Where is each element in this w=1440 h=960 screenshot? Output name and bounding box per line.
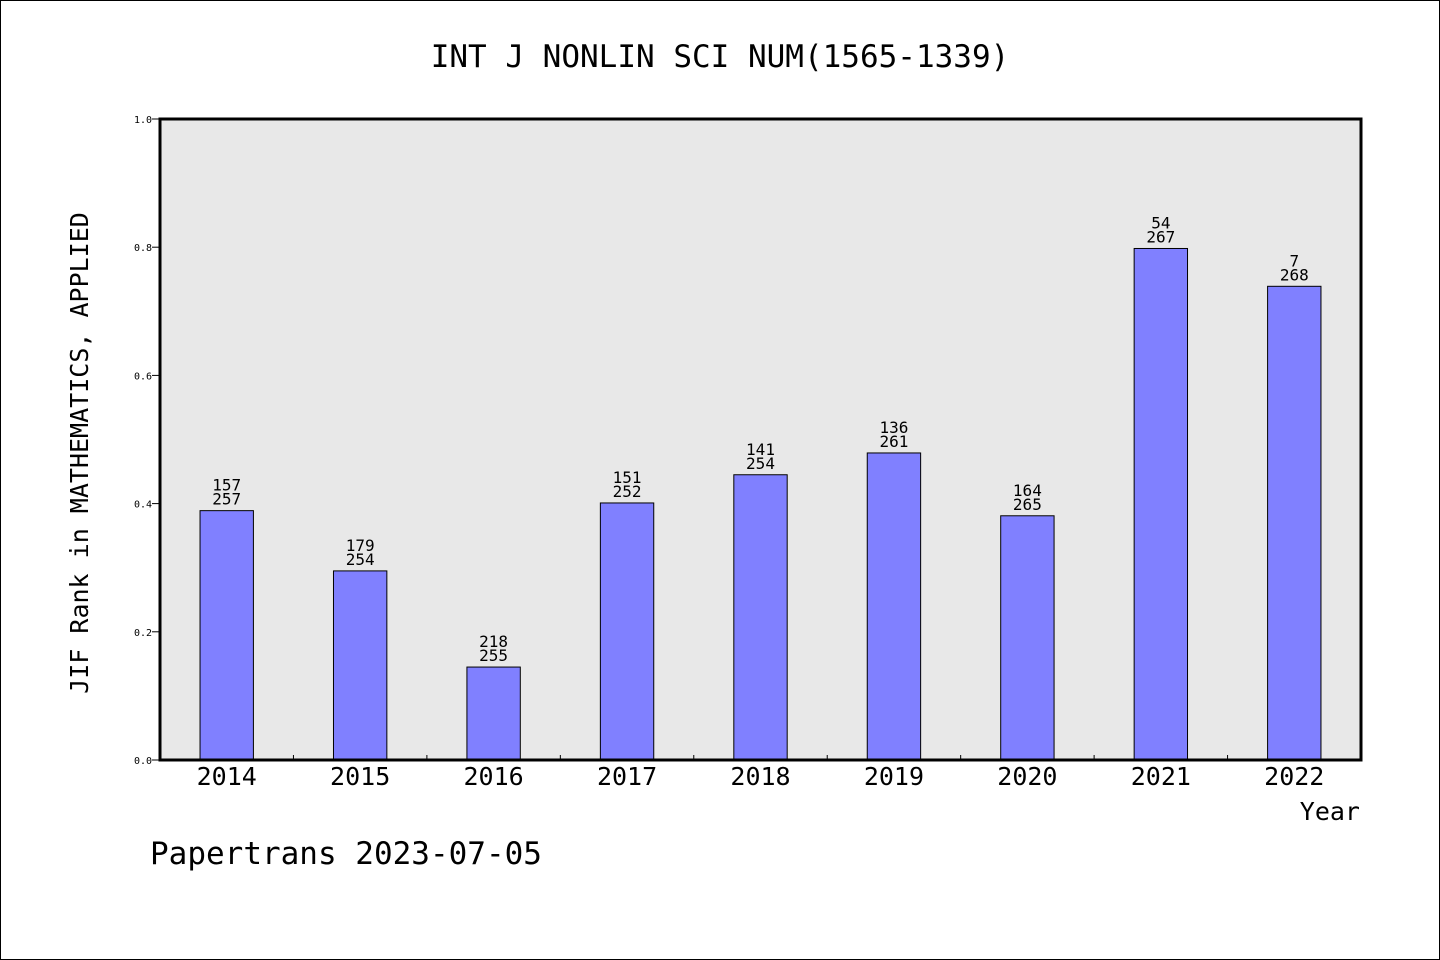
x-axis: 2014 2015 2016 2017 2018 2019 2020 2021 2022 (197, 755, 1324, 791)
chart-title: INT J NONLIN SCI NUM(1565-1339) (431, 39, 1010, 75)
bar (599, 502, 655, 761)
y-tick-label: 0.6 (134, 371, 152, 382)
x-tick-label: 2014 (197, 762, 257, 791)
bar (733, 474, 788, 761)
bar-label-total: 254 (346, 550, 375, 569)
bar (199, 510, 254, 761)
y-tick-label: 1.0 (134, 115, 152, 126)
bar (332, 570, 388, 761)
bars-group (199, 247, 1322, 761)
plot-border (158, 117, 1363, 762)
y-tick-label: 0.0 (134, 756, 152, 767)
bar-label-rank: 54 (1151, 213, 1170, 232)
bar-label-rank: 151 (613, 468, 642, 487)
y-axis: 0.0 0.2 0.4 0.6 0.8 1.0 (134, 115, 160, 767)
x-tick-label: 2022 (1264, 762, 1324, 791)
bar-label-total: 268 (1280, 265, 1309, 284)
bar-label-total: 267 (1146, 227, 1175, 246)
bar-label-rank: 157 (212, 476, 241, 495)
bar-label-total: 261 (879, 432, 908, 451)
x-tick-label: 2019 (864, 762, 924, 791)
bar (466, 666, 521, 761)
bar-labels-group: 1572571792542182551512521412541362611642… (212, 213, 1308, 665)
y-axis-label: JIF Rank in MATHEMATICS, APPLIED (65, 212, 94, 694)
x-tick-label: 2015 (330, 762, 390, 791)
y-tick-label: 0.2 (134, 628, 152, 639)
x-tick-label: 2017 (597, 762, 657, 791)
bar-label-total: 257 (212, 490, 241, 509)
bar-label-rank: 218 (479, 632, 508, 651)
x-tick-label: 2018 (730, 762, 790, 791)
y-tick-label: 0.4 (134, 500, 152, 511)
bar-label-rank: 7 (1289, 251, 1299, 270)
bar-label-total: 252 (613, 482, 642, 501)
x-axis-label: Year (1300, 797, 1360, 826)
footer-text: Papertrans 2023-07-05 (150, 836, 542, 872)
bar (1267, 285, 1322, 761)
bar-label-total: 254 (746, 454, 775, 473)
x-tick-label: 2020 (997, 762, 1057, 791)
x-tick-label: 2016 (464, 762, 524, 791)
bar-label-total: 265 (1013, 495, 1042, 514)
bar-label-rank: 136 (879, 418, 908, 437)
bar (1133, 247, 1189, 761)
bar-label-rank: 141 (746, 440, 775, 459)
y-tick-label: 0.8 (134, 243, 152, 254)
bar (866, 452, 922, 761)
bar-label-rank: 179 (346, 536, 375, 555)
bar-label-total: 255 (479, 646, 508, 665)
bar-label-rank: 164 (1013, 481, 1042, 500)
bar (1000, 515, 1055, 761)
x-tick-label: 2021 (1131, 762, 1191, 791)
